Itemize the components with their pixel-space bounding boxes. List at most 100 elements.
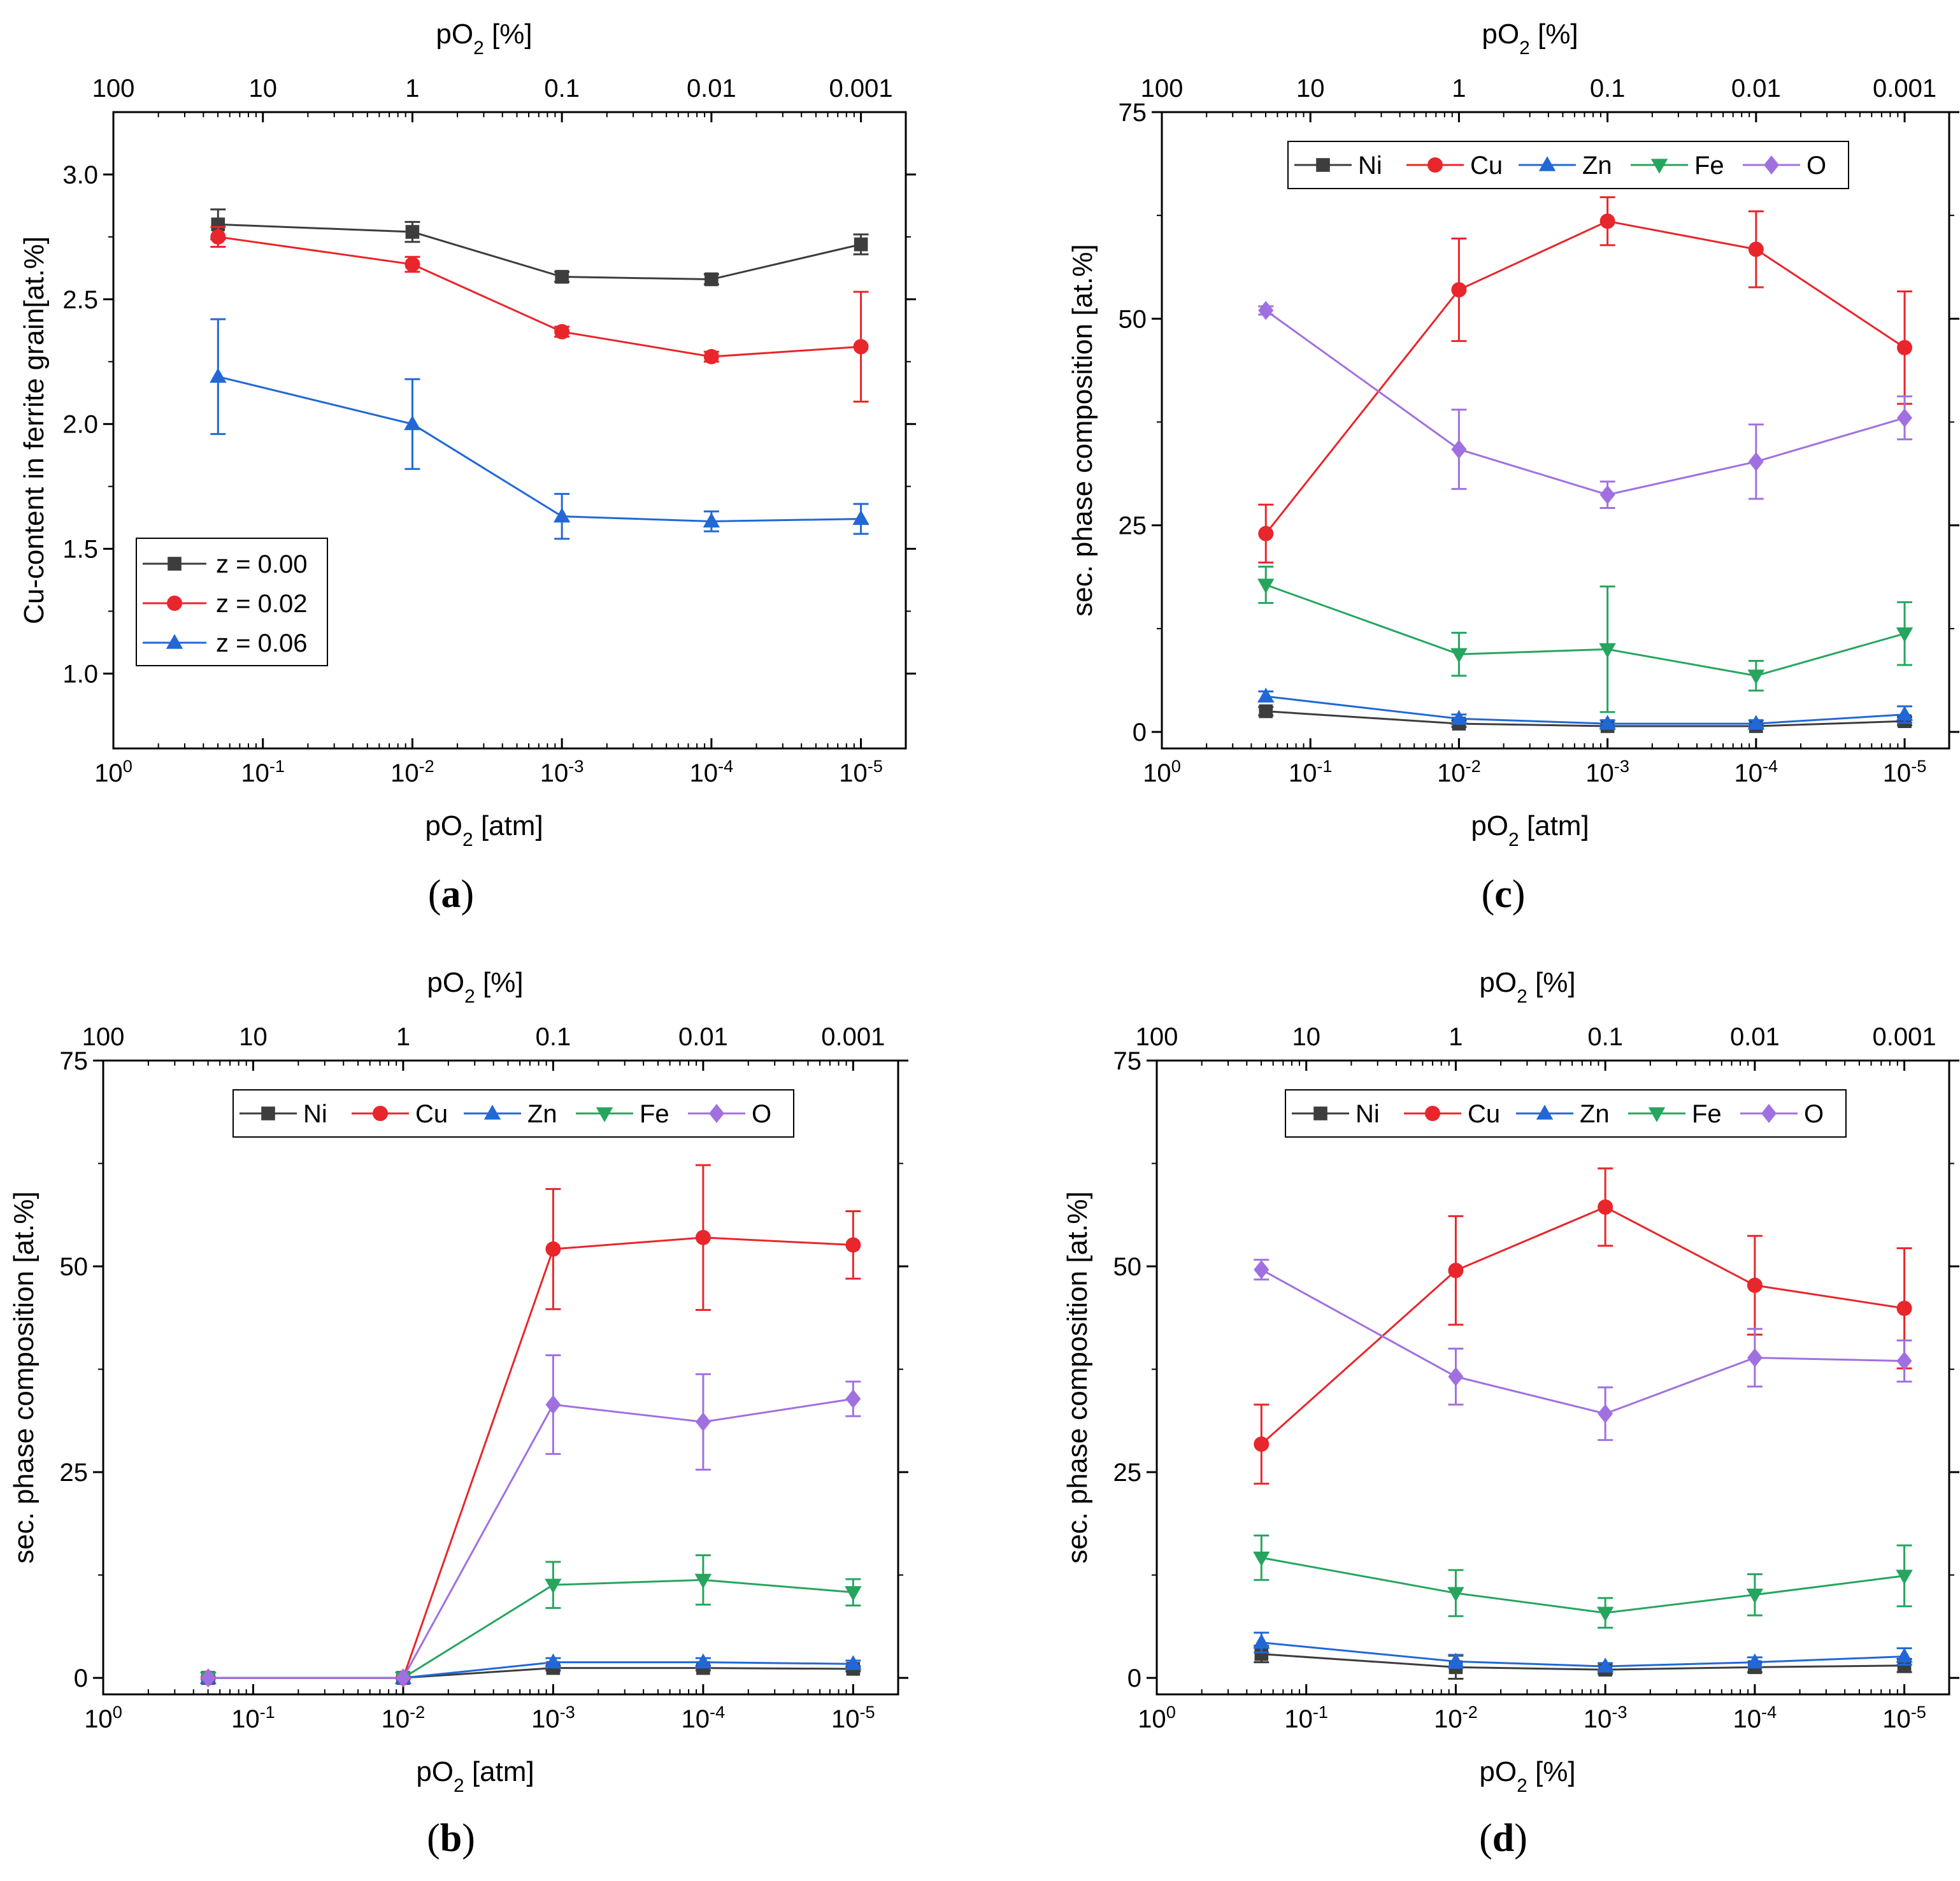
x-tick-label: 10-3 (1584, 1702, 1627, 1734)
data-point (545, 1395, 561, 1415)
x2-tick-label: 0.1 (1590, 75, 1626, 103)
legend-label: z = 0.02 (216, 590, 307, 618)
x-tick-label: 10-4 (682, 1702, 726, 1734)
plot-frame (1161, 111, 1950, 750)
legend-marker (166, 634, 183, 649)
legend-marker (1313, 1106, 1327, 1120)
series-line (218, 223, 861, 280)
legend: Ni Cu Zn Fe O (1285, 1089, 1847, 1138)
data-point (1896, 706, 1914, 721)
x-axis-title: pO2 [atm] (416, 1756, 534, 1796)
legend-marker (261, 1106, 275, 1120)
x-tick-label: 10-2 (382, 1702, 426, 1734)
series-line (1261, 1557, 1905, 1614)
data-point (845, 1389, 861, 1409)
data-point (695, 1229, 711, 1245)
y-tick-label: 25 (1113, 1459, 1142, 1487)
legend-label: Cu (1470, 152, 1503, 180)
y-tick-label: 3.0 (62, 161, 98, 189)
data-point (1257, 578, 1275, 594)
data-point (405, 225, 420, 239)
panel-b: 100 10-1 10-2 10-3 10-4 10-5 100 10 1 0.1 0.01 0.00… (8, 967, 908, 1860)
x-tick-label: 10-4 (690, 756, 734, 788)
data-point (1447, 1587, 1464, 1602)
legend-marker (1761, 1104, 1777, 1123)
legend-label: O (1806, 152, 1826, 180)
series-line (1261, 1653, 1905, 1671)
y-tick-label: 2.0 (62, 411, 98, 439)
data-point (1897, 408, 1913, 428)
series-line (1265, 583, 1905, 677)
x2-axis-title: pO2 [%] (436, 18, 532, 59)
data-point (210, 368, 227, 383)
x2-axis-title: pO2 [%] (427, 967, 523, 1007)
y-tick-label: 0 (74, 1664, 88, 1692)
x2-tick-label: 100 (1136, 1023, 1178, 1051)
data-point (1258, 526, 1274, 541)
series-Cu (200, 1164, 861, 1686)
data-point (853, 339, 869, 355)
x2-axis-title: pO2 [%] (1482, 18, 1578, 59)
panel-d: 100 10-1 10-2 10-3 10-4 10-5 100 10 1 0.1 0.01 0.00… (1062, 967, 1959, 1860)
data-point (1896, 1351, 1912, 1371)
x2-tick-label: 100 (92, 75, 135, 103)
x2-tick-label: 1 (1452, 75, 1466, 103)
series-line (208, 1398, 854, 1679)
y-axis-title: sec. phase composition [at.%] (1067, 244, 1098, 617)
data-point (1598, 1199, 1613, 1215)
legend-label: Zn (1580, 1100, 1610, 1128)
series-line (218, 236, 861, 358)
x-tick-label: 10-4 (1734, 756, 1778, 788)
data-point (545, 1241, 561, 1257)
legend-marker (1650, 159, 1668, 174)
data-point (1254, 1436, 1270, 1452)
data-point (1254, 1260, 1270, 1280)
data-point (545, 1578, 562, 1594)
data-point (1896, 627, 1914, 643)
x2-tick-label: 0.001 (1873, 75, 1936, 103)
legend-label: z = 0.00 (216, 550, 307, 578)
data-point (703, 348, 719, 364)
data-point (705, 272, 719, 287)
panel-c: 100 10-1 10-2 10-3 10-4 10-5 100 10 1 0.1 0.01 0.00… (1067, 18, 1959, 916)
y-tick-label: 50 (1113, 1253, 1142, 1281)
x-tick-label: 10-5 (1882, 1702, 1926, 1734)
data-point (1450, 648, 1468, 663)
x-tick-label: 100 (1143, 756, 1181, 788)
data-point (852, 510, 869, 526)
x2-tick-label: 0.001 (1873, 1023, 1936, 1051)
legend-label: Zn (527, 1100, 557, 1128)
data-point (1599, 213, 1615, 229)
data-point (1253, 1633, 1270, 1649)
series-Ni (1258, 704, 1913, 733)
x2-tick-label: 1 (405, 75, 419, 103)
series-line (1261, 1268, 1905, 1415)
x-tick-label: 10-5 (1883, 756, 1927, 788)
series-O (1254, 1259, 1912, 1441)
data-point (1747, 715, 1765, 730)
data-point (694, 1573, 712, 1589)
y-axis-title: Cu-content in ferrite grain[at.%] (18, 236, 50, 624)
x2-tick-label: 10 (239, 1023, 268, 1051)
series-Cu (1258, 196, 1913, 564)
x-tick-label: 10-1 (241, 756, 285, 788)
legend-marker (709, 1104, 724, 1123)
data-point (404, 415, 421, 431)
data-point (694, 1653, 712, 1669)
y-tick-label: 25 (1119, 512, 1147, 540)
data-point (200, 1668, 216, 1688)
data-point (695, 1412, 711, 1432)
x2-tick-label: 100 (1141, 75, 1184, 103)
x2-tick-label: 0.1 (544, 75, 580, 103)
legend-label: Ni (303, 1100, 327, 1128)
y-tick-label: 50 (1119, 305, 1147, 333)
data-point (1748, 452, 1764, 471)
data-point (1451, 440, 1467, 459)
legend-marker (596, 1107, 613, 1122)
data-point (545, 1653, 562, 1669)
x-axis-title: pO2 [atm] (425, 810, 543, 850)
data-point (703, 512, 720, 528)
data-point (1257, 687, 1275, 703)
legend-marker (373, 1106, 388, 1121)
x-tick-label: 10-3 (1585, 756, 1629, 788)
